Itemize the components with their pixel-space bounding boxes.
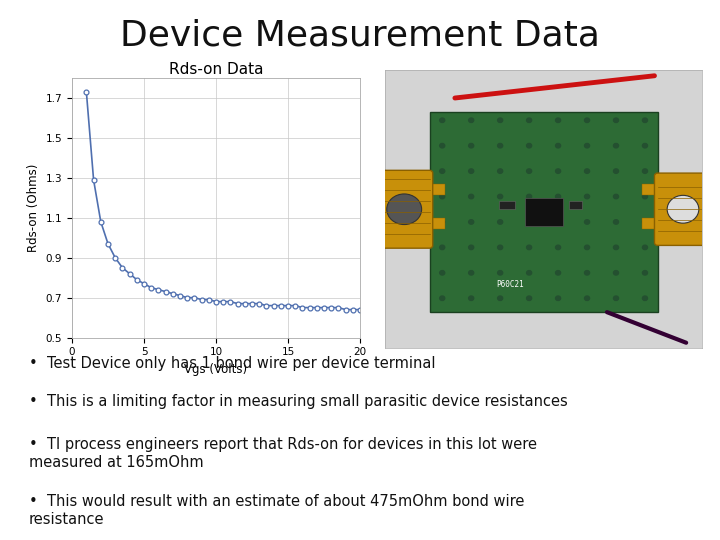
Circle shape: [556, 169, 561, 173]
Bar: [426, 184, 446, 195]
Circle shape: [642, 169, 647, 173]
Circle shape: [498, 220, 503, 224]
Circle shape: [440, 194, 445, 199]
Circle shape: [613, 194, 618, 199]
Circle shape: [642, 296, 647, 300]
Text: •  Test Device only has 1 bond wire per device terminal: • Test Device only has 1 bond wire per d…: [29, 356, 436, 372]
Circle shape: [469, 220, 474, 224]
Text: P60C21: P60C21: [496, 280, 524, 289]
Circle shape: [613, 296, 618, 300]
Circle shape: [585, 271, 590, 275]
Circle shape: [526, 220, 531, 224]
Circle shape: [585, 220, 590, 224]
Circle shape: [440, 118, 445, 123]
Bar: [642, 218, 657, 229]
Circle shape: [469, 245, 474, 249]
Circle shape: [440, 144, 445, 148]
Circle shape: [556, 296, 561, 300]
Bar: [525, 198, 562, 226]
Circle shape: [556, 220, 561, 224]
Circle shape: [440, 169, 445, 173]
Circle shape: [498, 271, 503, 275]
Circle shape: [469, 296, 474, 300]
Circle shape: [667, 195, 699, 223]
Circle shape: [642, 194, 647, 199]
Circle shape: [498, 144, 503, 148]
Text: Device Measurement Data: Device Measurement Data: [120, 19, 600, 53]
Circle shape: [469, 169, 474, 173]
Bar: [642, 184, 657, 195]
Circle shape: [585, 296, 590, 300]
Circle shape: [613, 118, 618, 123]
Circle shape: [642, 245, 647, 249]
Circle shape: [498, 118, 503, 123]
Circle shape: [526, 271, 531, 275]
Circle shape: [469, 118, 474, 123]
Circle shape: [498, 296, 503, 300]
Circle shape: [642, 144, 647, 148]
Circle shape: [585, 245, 590, 249]
Circle shape: [469, 144, 474, 148]
Bar: [430, 112, 657, 312]
Circle shape: [469, 271, 474, 275]
Circle shape: [613, 144, 618, 148]
Circle shape: [585, 169, 590, 173]
FancyBboxPatch shape: [654, 173, 718, 245]
Circle shape: [440, 296, 445, 300]
Circle shape: [440, 271, 445, 275]
Title: Rds-on Data: Rds-on Data: [168, 62, 264, 77]
Circle shape: [526, 245, 531, 249]
Circle shape: [613, 245, 618, 249]
Circle shape: [585, 194, 590, 199]
Bar: [426, 218, 446, 229]
Circle shape: [387, 194, 422, 225]
Circle shape: [556, 194, 561, 199]
Bar: [569, 201, 582, 209]
Y-axis label: Rds-on (Ohms): Rds-on (Ohms): [27, 164, 40, 252]
Circle shape: [498, 169, 503, 173]
Circle shape: [526, 296, 531, 300]
Text: •  This is a limiting factor in measuring small parasitic device resistances: • This is a limiting factor in measuring…: [29, 394, 567, 409]
Circle shape: [613, 220, 618, 224]
Circle shape: [556, 271, 561, 275]
Circle shape: [498, 194, 503, 199]
Bar: [499, 201, 515, 209]
Circle shape: [585, 118, 590, 123]
X-axis label: Vgs (Volts): Vgs (Volts): [184, 363, 248, 376]
Circle shape: [613, 169, 618, 173]
Circle shape: [440, 245, 445, 249]
Circle shape: [556, 144, 561, 148]
Circle shape: [556, 245, 561, 249]
Circle shape: [556, 118, 561, 123]
Circle shape: [526, 194, 531, 199]
Circle shape: [642, 118, 647, 123]
FancyBboxPatch shape: [369, 170, 433, 248]
Circle shape: [526, 144, 531, 148]
Text: •  This would result with an estimate of about 475mOhm bond wire
resistance: • This would result with an estimate of …: [29, 494, 524, 526]
Circle shape: [526, 118, 531, 123]
Text: •  TI process engineers report that Rds-on for devices in this lot were
measured: • TI process engineers report that Rds-o…: [29, 437, 537, 470]
Circle shape: [642, 271, 647, 275]
Circle shape: [613, 271, 618, 275]
Circle shape: [526, 169, 531, 173]
Circle shape: [469, 194, 474, 199]
Circle shape: [498, 245, 503, 249]
Circle shape: [642, 220, 647, 224]
Circle shape: [440, 220, 445, 224]
Circle shape: [585, 144, 590, 148]
